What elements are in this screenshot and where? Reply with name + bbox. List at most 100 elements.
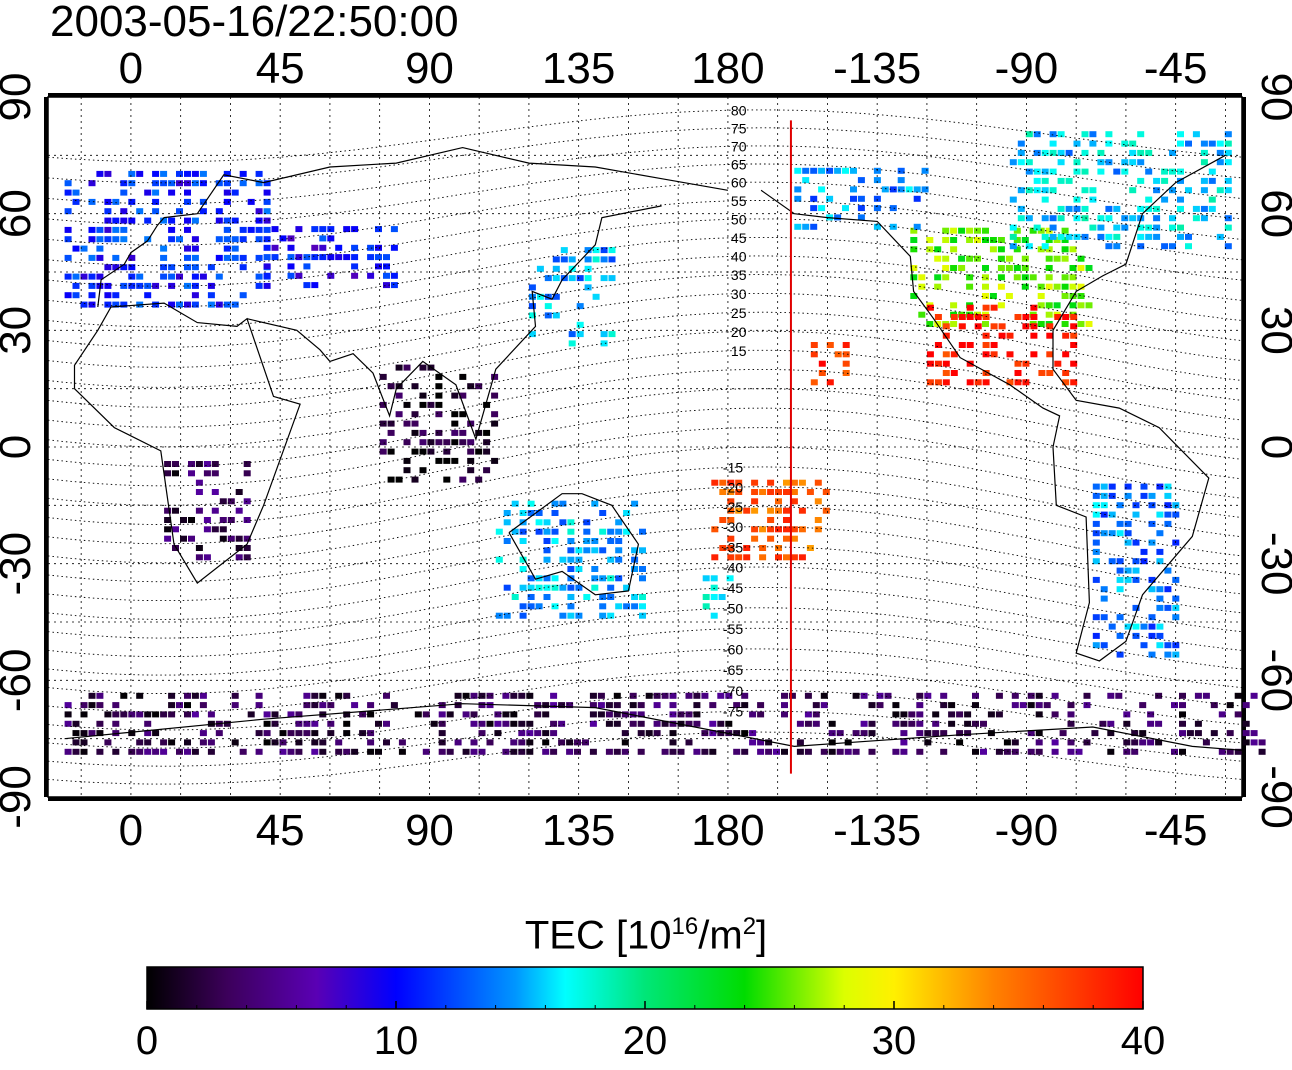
tec-cell — [1037, 227, 1045, 234]
tec-cell — [319, 702, 327, 709]
tec-cell — [1156, 595, 1164, 602]
tec-cell — [279, 730, 287, 737]
tec-cell — [1045, 283, 1053, 290]
tec-cell — [72, 748, 80, 755]
tec-cell — [783, 517, 790, 523]
tec-cell — [552, 293, 560, 300]
tec-cell — [467, 448, 475, 455]
tec-cell — [104, 282, 112, 289]
tec-cell — [583, 547, 591, 554]
tec-cell — [383, 720, 390, 727]
tec-cell — [589, 711, 597, 718]
tec-cell — [311, 739, 319, 746]
tec-cell — [534, 730, 542, 737]
tec-cell — [411, 429, 419, 436]
tec-cell — [527, 575, 535, 582]
tec-cell — [184, 245, 191, 252]
tec-cell — [1148, 492, 1156, 499]
tec-cell — [1067, 748, 1075, 755]
tec-cell — [918, 311, 926, 318]
tec-cell — [1005, 265, 1013, 271]
tec-cell — [767, 517, 775, 523]
tec-cell — [136, 208, 144, 215]
tec-cell — [1169, 168, 1176, 175]
tec-cell — [1077, 302, 1085, 309]
tec-cell — [767, 507, 775, 514]
tec-cell — [395, 392, 403, 399]
tec-cell — [751, 535, 759, 542]
tec-cell — [725, 692, 733, 699]
tec-cell — [239, 170, 247, 177]
x-tick-label-bottom: -90 — [995, 806, 1059, 855]
tec-cell — [1139, 739, 1147, 746]
tec-cell — [343, 720, 351, 727]
tec-cell — [195, 507, 203, 514]
tec-cell — [104, 264, 112, 271]
tec-cell — [1218, 711, 1226, 718]
tec-cell — [669, 748, 677, 755]
tec-cell — [195, 489, 203, 495]
tec-cell — [144, 711, 152, 718]
tec-cell — [982, 237, 989, 243]
tec-cell — [629, 720, 637, 727]
tec-cell — [998, 332, 1006, 339]
tec-cell — [964, 720, 972, 727]
tec-cell — [645, 692, 653, 699]
tec-cell — [1124, 483, 1132, 490]
tec-cell — [64, 180, 72, 187]
tec-cell — [1073, 159, 1081, 166]
tec-cell — [176, 208, 183, 215]
tec-cell — [584, 265, 592, 272]
tec-cell — [916, 720, 924, 727]
colorbar: 0 10 20 30 40 — [136, 966, 1165, 1063]
tec-cell — [1041, 196, 1049, 203]
tec-cell — [1017, 149, 1025, 156]
tec-cell — [790, 535, 798, 542]
tec-cell — [810, 379, 818, 386]
tec-cell — [451, 411, 459, 418]
tec-cell — [451, 439, 459, 446]
tec-cell — [852, 748, 860, 755]
tec-cell — [1081, 233, 1089, 240]
tec-cell — [518, 748, 526, 755]
tec-cell — [319, 254, 327, 261]
tec-cell — [1092, 548, 1100, 555]
tec-cell — [591, 584, 599, 591]
tec-cell — [751, 498, 759, 505]
tec-cell — [112, 292, 120, 299]
tec-cell — [120, 264, 128, 271]
tec-cell — [172, 461, 179, 467]
tec-cell — [1022, 314, 1030, 320]
tec-cell — [1161, 196, 1169, 203]
tec-cell — [1081, 149, 1089, 156]
tec-cell — [80, 702, 88, 709]
tec-cell — [443, 457, 451, 464]
tec-cell — [932, 720, 940, 727]
tec-cell — [783, 526, 790, 533]
tec-cell — [685, 711, 693, 718]
tec-cell — [188, 535, 195, 542]
tec-cell — [1021, 283, 1029, 290]
tec-cell — [1061, 255, 1069, 262]
tec-cell — [544, 303, 552, 310]
tec-cell — [168, 189, 176, 196]
tec-cell — [1067, 711, 1075, 718]
tec-cell — [1062, 314, 1070, 320]
tec-cell — [1089, 187, 1097, 194]
tec-cell — [600, 340, 608, 347]
tec-cell — [733, 730, 741, 737]
tec-cell — [1194, 720, 1202, 727]
tec-cell — [199, 739, 207, 746]
tec-cell — [526, 692, 534, 699]
tec-cell — [1194, 730, 1202, 737]
tec-cell — [72, 739, 80, 746]
tec-cell — [551, 510, 559, 516]
tec-cell — [990, 342, 998, 348]
tec-cell — [916, 711, 924, 718]
tec-cell — [223, 217, 231, 224]
tec-cell — [1069, 283, 1077, 290]
tec-cell — [966, 379, 974, 386]
tec-cell — [551, 584, 559, 591]
tec-cell — [783, 479, 790, 486]
tec-cell — [1107, 730, 1115, 737]
